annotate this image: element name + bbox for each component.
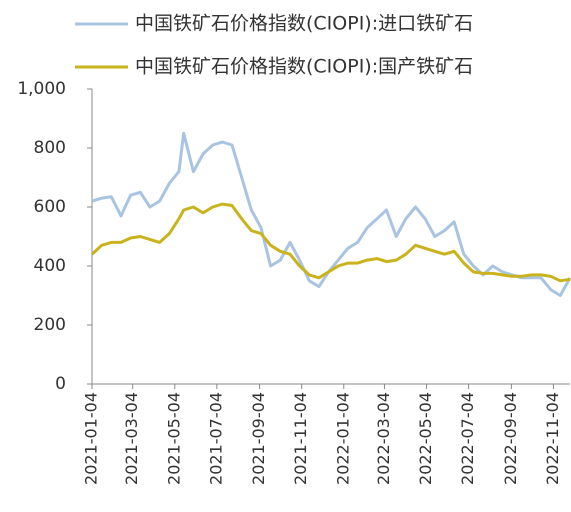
legend-label: 中国铁矿石价格指数(CIOPI):国产铁矿石 xyxy=(135,56,473,78)
y-tick-label: 800 xyxy=(34,138,66,158)
x-tick-label: 2022-09-04 xyxy=(501,392,520,485)
y-tick-label: 1,000 xyxy=(17,79,66,99)
x-tick-label: 2022-05-04 xyxy=(416,392,435,485)
series-line xyxy=(90,202,571,283)
x-tick-label: 2021-07-04 xyxy=(206,392,225,485)
y-tick-label: 0 xyxy=(55,374,66,394)
legend-label: 中国铁矿石价格指数(CIOPI):进口铁矿石 xyxy=(135,13,473,35)
x-tick-label: 2022-03-04 xyxy=(374,392,393,485)
y-tick-label: 200 xyxy=(34,315,66,335)
x-tick-label: 2021-09-04 xyxy=(249,392,268,485)
x-tick-label: 2022-11-04 xyxy=(543,392,562,485)
y-tick-label: 400 xyxy=(34,256,66,276)
x-tick-label: 2022-01-04 xyxy=(333,392,352,485)
x-tick-label: 2022-07-04 xyxy=(458,392,477,485)
y-tick-label: 600 xyxy=(34,197,66,217)
x-tick-label: 2021-11-04 xyxy=(291,392,310,485)
x-tick-label: 2021-03-04 xyxy=(122,392,141,485)
x-tick-label: 2021-01-04 xyxy=(82,392,101,485)
x-tick-label: 2021-05-04 xyxy=(164,392,183,485)
